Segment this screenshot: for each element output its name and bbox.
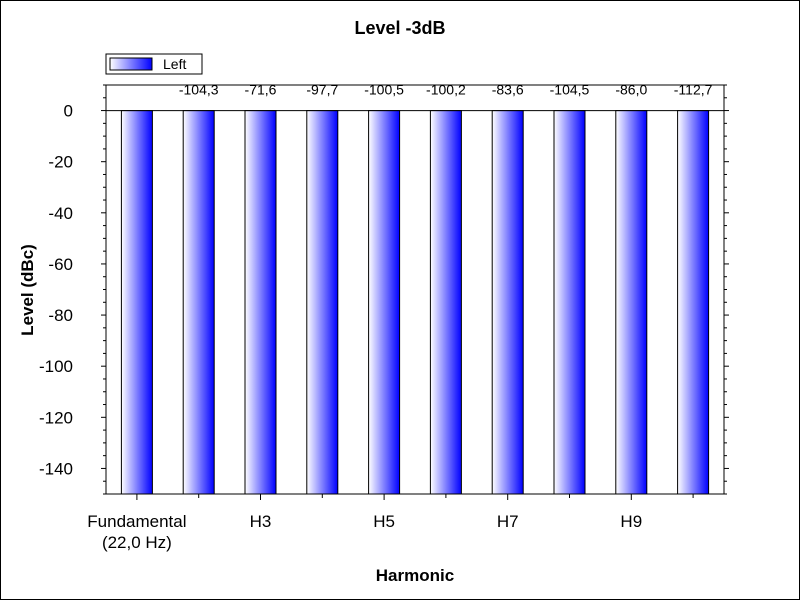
bar-6 — [429, 110, 462, 495]
bars — [120, 110, 710, 495]
x-tick-label: H5 — [373, 512, 395, 531]
data-label: -100,5 — [364, 82, 404, 98]
y-tick-label: -100 — [39, 357, 73, 376]
data-label: -97,7 — [306, 82, 338, 98]
y-axis: 0 -20 -40 -60 -80 -100 -120 -140 — [39, 84, 729, 495]
x-tick-label: H3 — [250, 512, 272, 531]
y-tick-label: -20 — [48, 153, 73, 172]
y-axis-label: Level (dBc) — [18, 244, 37, 336]
bar-5 — [368, 110, 401, 495]
bar-1 — [120, 110, 153, 495]
bar-10 — [677, 110, 710, 495]
x-axis-label: Harmonic — [376, 566, 454, 585]
data-labels: -104,3 -71,6 -97,7 -100,5 -100,2 -83,6 -104,5 -… — [179, 82, 713, 98]
data-label: -112,7 — [674, 82, 713, 98]
data-label: -83,6 — [492, 82, 524, 98]
x-tick-label: H9 — [620, 512, 642, 531]
bar-8 — [553, 110, 586, 495]
y-tick-label: -120 — [39, 408, 73, 427]
data-label: -86,0 — [615, 82, 647, 98]
legend: Left — [105, 53, 203, 75]
x-tick-label: Fundamental (22,0 Hz) — [87, 512, 186, 552]
y-tick-label: -40 — [48, 204, 73, 223]
bar-2 — [182, 110, 215, 495]
legend-swatch — [109, 57, 153, 71]
bar-3 — [244, 110, 277, 495]
data-label: -104,3 — [179, 82, 219, 98]
data-label: -104,5 — [550, 82, 590, 98]
y-tick-label: -140 — [39, 459, 73, 478]
legend-label-left: Left — [163, 56, 186, 72]
data-label: -100,2 — [426, 82, 466, 98]
bar-7 — [491, 110, 524, 495]
y-tick-label: 0 — [64, 102, 73, 121]
bar-9 — [615, 110, 648, 495]
x-axis: Fundamental (22,0 Hz) H3 H5 H7 H9 — [87, 494, 694, 552]
y-tick-label: -80 — [48, 306, 73, 325]
bar-4 — [306, 110, 339, 495]
data-label: -71,6 — [245, 82, 277, 98]
y-tick-label: -60 — [48, 255, 73, 274]
chart-title: Level -3dB — [354, 18, 445, 38]
x-tick-label: H7 — [497, 512, 519, 531]
